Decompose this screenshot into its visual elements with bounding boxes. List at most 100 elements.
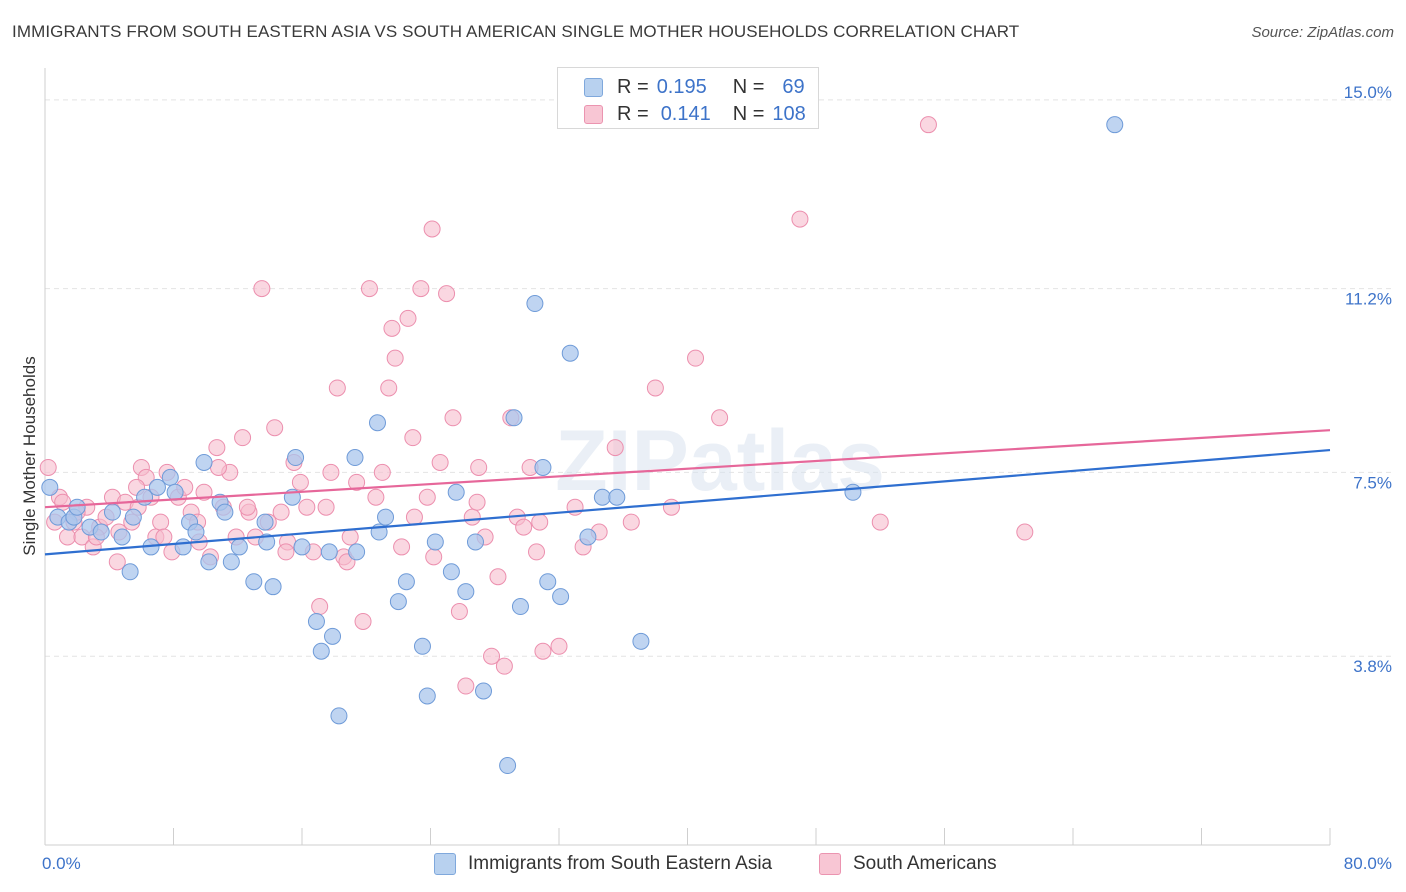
south-americans-point [606, 439, 624, 457]
se-asia-point [92, 523, 110, 541]
se-asia-point [103, 503, 121, 521]
south-americans-points [39, 116, 1034, 695]
legend-label: South Americans [853, 853, 997, 874]
se-asia-point [552, 588, 570, 606]
south-americans-point [298, 498, 316, 516]
se-asia-point [320, 543, 338, 561]
south-americans-point [412, 280, 430, 298]
x-tick-label: 0.0% [42, 854, 81, 873]
r-value: 0.195 [656, 75, 707, 98]
south-americans-point [622, 513, 640, 531]
south-americans-point [423, 220, 441, 238]
south-americans-point [328, 379, 346, 397]
south-americans-point [528, 543, 546, 561]
south-americans-point [393, 538, 411, 556]
south-americans-point [711, 409, 729, 427]
se-asia-point [466, 533, 484, 551]
south-americans-point [444, 409, 462, 427]
se-asia-point [293, 538, 311, 556]
south-americans-point [108, 553, 126, 571]
south-americans-point [515, 518, 533, 536]
se-asia-point [377, 508, 395, 526]
south-americans-point [238, 498, 256, 516]
se-asia-point [397, 573, 415, 591]
se-asia-point [121, 563, 139, 581]
se-asia-trend-line [44, 448, 1331, 556]
n-value: 108 [772, 102, 806, 125]
south-americans-point [438, 285, 456, 303]
r-label: R = [617, 102, 649, 125]
south-americans-point [405, 508, 423, 526]
axes [44, 68, 1331, 846]
se-asia-point [200, 553, 218, 571]
r-value: 0.141 [660, 102, 711, 125]
se-asia-point [457, 583, 475, 601]
grid-lines [45, 99, 1392, 657]
se-asia-point [632, 632, 650, 650]
se-asia-point [844, 483, 862, 501]
se-asia-point [148, 478, 166, 496]
se-asia-point [511, 598, 529, 616]
south-americans-point [871, 513, 889, 531]
n-value: 69 [782, 75, 805, 98]
south-americans-point [152, 513, 170, 531]
se-asia-point [447, 483, 465, 501]
south-americans-point [791, 210, 809, 228]
pink-swatch [819, 853, 841, 875]
blue-swatch [584, 77, 603, 97]
n-label: N = [732, 75, 765, 98]
south-americans-point [195, 483, 213, 501]
south-americans-point [317, 498, 335, 516]
stats-legend: R = 0.195 N = 69 R = 0.141 N = 108 [557, 67, 819, 129]
legend-label: Immigrants from South Eastern Asia [468, 853, 773, 874]
south-americans-point [483, 647, 501, 665]
r-label: R = [617, 75, 649, 98]
south-americans-point [463, 508, 481, 526]
south-americans-point [348, 473, 366, 491]
se-asia-points [41, 116, 1124, 775]
chart-title: IMMIGRANTS FROM SOUTH EASTERN ASIA VS SO… [12, 22, 1020, 41]
south-americans-point [354, 612, 372, 630]
se-asia-point [346, 449, 364, 467]
south-americans-point [39, 458, 57, 476]
south-americans-point [341, 528, 359, 546]
south-americans-point [383, 319, 401, 337]
se-asia-point [348, 543, 366, 561]
south-americans-point [54, 493, 72, 511]
south-americans-point [457, 677, 475, 695]
south-americans-point [404, 429, 422, 447]
south-americans-point [234, 429, 252, 447]
stats-row-se-asia: R = 0.195 N = 69 [584, 75, 805, 99]
south-americans-point [272, 503, 290, 521]
se-asia-point [330, 707, 348, 725]
se-asia-point [539, 573, 557, 591]
south-americans-point [531, 513, 549, 531]
south-americans-point [534, 642, 552, 660]
south-americans-point [266, 419, 284, 437]
pink-swatch [584, 104, 603, 124]
south-americans-point [209, 458, 227, 476]
se-asia-point [113, 528, 131, 546]
se-asia-point [499, 757, 517, 775]
se-asia-point [413, 637, 431, 655]
se-asia-point [418, 687, 436, 705]
se-asia-point [608, 488, 626, 506]
legend-item-south-americans: South Americans [819, 851, 997, 877]
south-americans-point [399, 309, 417, 327]
se-asia-point [216, 503, 234, 521]
south-americans-point [208, 439, 226, 457]
y-tick-label: 7.5% [1353, 473, 1392, 492]
south-americans-point [687, 349, 705, 367]
south-americans-point [495, 657, 513, 675]
se-asia-point [442, 563, 460, 581]
se-asia-point [166, 483, 184, 501]
trend-lines [44, 429, 1331, 556]
south-americans-point [360, 280, 378, 298]
se-asia-point [68, 498, 86, 516]
se-asia-point [174, 538, 192, 556]
south-americans-point [470, 458, 488, 476]
south-americans-point [646, 379, 664, 397]
south-americans-trend-line [44, 429, 1331, 509]
x-tick-label: 80.0% [1344, 854, 1392, 873]
y-tick-label: 3.8% [1353, 657, 1392, 676]
